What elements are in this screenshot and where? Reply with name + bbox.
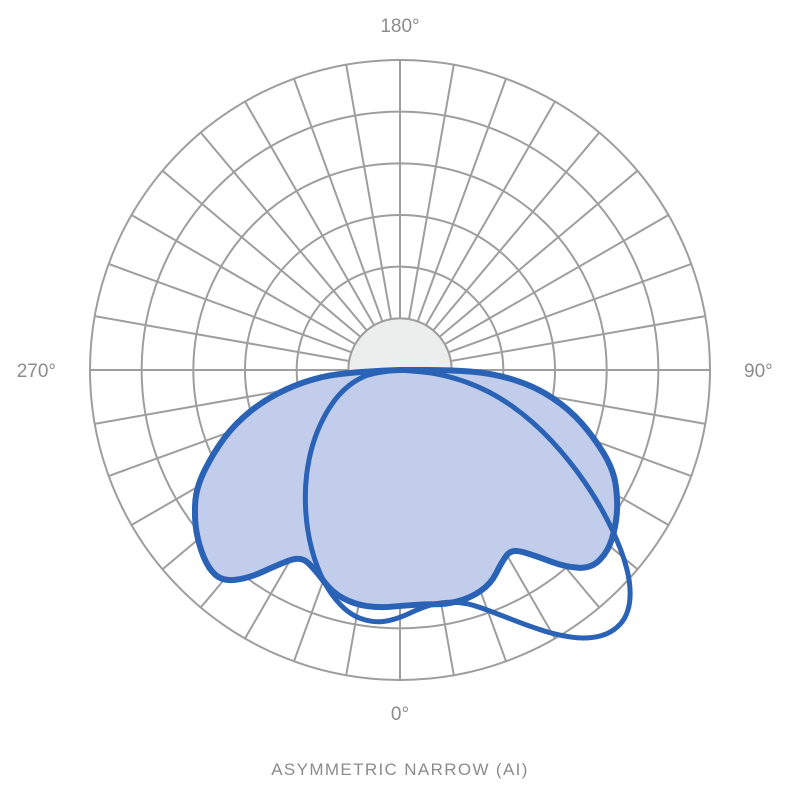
polar-svg: 180° 90° 0° 270° bbox=[0, 0, 800, 800]
svg-text:0°: 0° bbox=[391, 704, 409, 725]
svg-text:180°: 180° bbox=[380, 16, 419, 37]
svg-text:270°: 270° bbox=[17, 361, 56, 382]
polar-chart: 180° 90° 0° 270° ASYMMETRIC NARROW (AI) bbox=[0, 0, 800, 800]
chart-caption: ASYMMETRIC NARROW (AI) bbox=[0, 760, 800, 780]
svg-text:90°: 90° bbox=[744, 361, 773, 382]
